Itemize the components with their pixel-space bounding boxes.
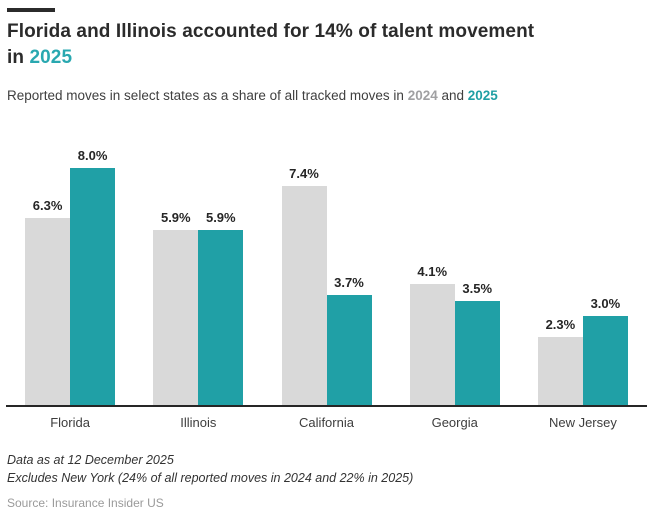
bar-2025-california	[326, 295, 372, 405]
bar-2024-california	[281, 186, 327, 405]
x-axis-line	[6, 405, 647, 407]
title-line2-prefix: in	[7, 47, 30, 68]
bar-col-2025-florida: 8.0%	[70, 148, 116, 405]
bar-chart: 6.3% 8.0% 5.9% 5.9% 7.4% 3.7% 4.1% 3.5% 2.3% 3.0%…	[6, 147, 647, 430]
chart-subtitle: Reported moves in select states as a sha…	[7, 88, 664, 103]
bar-2024-georgia	[409, 284, 455, 405]
page-title: Florida and Illinois accounted for 14% o…	[7, 19, 664, 71]
bar-value-label-2024-illinois: 5.9%	[160, 210, 191, 225]
bar-2024-illinois	[153, 230, 199, 405]
subtitle-and: and	[437, 88, 468, 103]
x-axis-label-illinois: Illinois	[180, 415, 217, 430]
bar-value-label-2025-illinois: 5.9%	[205, 210, 236, 225]
title-line1: Florida and Illinois accounted for 14% o…	[7, 21, 535, 42]
bar-2025-new-jersey	[582, 316, 628, 405]
bar-value-label-2024-florida: 6.3%	[32, 198, 63, 213]
bar-col-2024-california: 7.4%	[281, 166, 327, 405]
footnote-exclusion: Excludes New York (24% of all reported m…	[7, 471, 414, 485]
bar-2025-georgia	[454, 301, 500, 405]
bar-col-2024-new-jersey: 2.3%	[537, 317, 583, 405]
title-year-accent: 2025	[29, 47, 73, 68]
bar-col-2025-new-jersey: 3.0%	[582, 296, 628, 405]
x-axis-label-florida: Florida	[50, 415, 90, 430]
bar-2025-illinois	[198, 230, 244, 405]
bar-value-label-2025-new-jersey: 3.0%	[590, 296, 621, 311]
bar-value-label-2024-georgia: 4.1%	[417, 264, 448, 279]
bar-value-label-2024-california: 7.4%	[289, 166, 319, 181]
bar-col-2025-georgia: 3.5%	[454, 281, 500, 405]
legend-2025-label: 2025	[467, 88, 498, 103]
bar-2025-florida	[70, 168, 116, 405]
subtitle-text: Reported moves in select states as a sha…	[7, 88, 408, 103]
bar-col-2025-illinois: 5.9%	[198, 210, 244, 405]
x-axis-labels: Florida Illinois California Georgia New Jers…	[6, 415, 647, 430]
legend-2024-label: 2024	[407, 88, 438, 103]
bar-col-2024-illinois: 5.9%	[153, 210, 199, 405]
bar-group-california: 7.4% 3.7%	[262, 166, 390, 405]
bar-2024-new-jersey	[537, 337, 583, 405]
bar-col-2024-florida: 6.3%	[25, 198, 71, 405]
bar-col-2024-georgia: 4.1%	[409, 264, 455, 405]
x-axis-label-california: California	[299, 415, 354, 430]
bar-2024-florida	[25, 218, 71, 405]
title-rule	[7, 8, 55, 12]
plot-area: 6.3% 8.0% 5.9% 5.9% 7.4% 3.7% 4.1% 3.5% 2.3% 3.0%	[6, 147, 647, 405]
footnotes: Data as at 12 December 2025 Excludes New…	[7, 451, 664, 512]
footnote-data-date: Data as at 12 December 2025	[7, 453, 174, 467]
bar-value-label-2025-california: 3.7%	[334, 275, 364, 290]
bar-group-new-jersey: 2.3% 3.0%	[519, 296, 647, 405]
bar-value-label-2025-florida: 8.0%	[77, 148, 108, 163]
bar-group-illinois: 5.9% 5.9%	[134, 210, 262, 405]
bar-group-florida: 6.3% 8.0%	[6, 148, 134, 405]
x-axis-label-new-jersey: New Jersey	[548, 415, 617, 430]
source-line: Source: Insurance Insider US	[7, 496, 164, 510]
x-axis-label-georgia: Georgia	[431, 415, 478, 430]
bar-value-label-2025-georgia: 3.5%	[462, 281, 493, 296]
bar-group-georgia: 4.1% 3.5%	[391, 264, 519, 405]
bar-col-2025-california: 3.7%	[326, 275, 372, 405]
bar-value-label-2024-new-jersey: 2.3%	[545, 317, 576, 332]
